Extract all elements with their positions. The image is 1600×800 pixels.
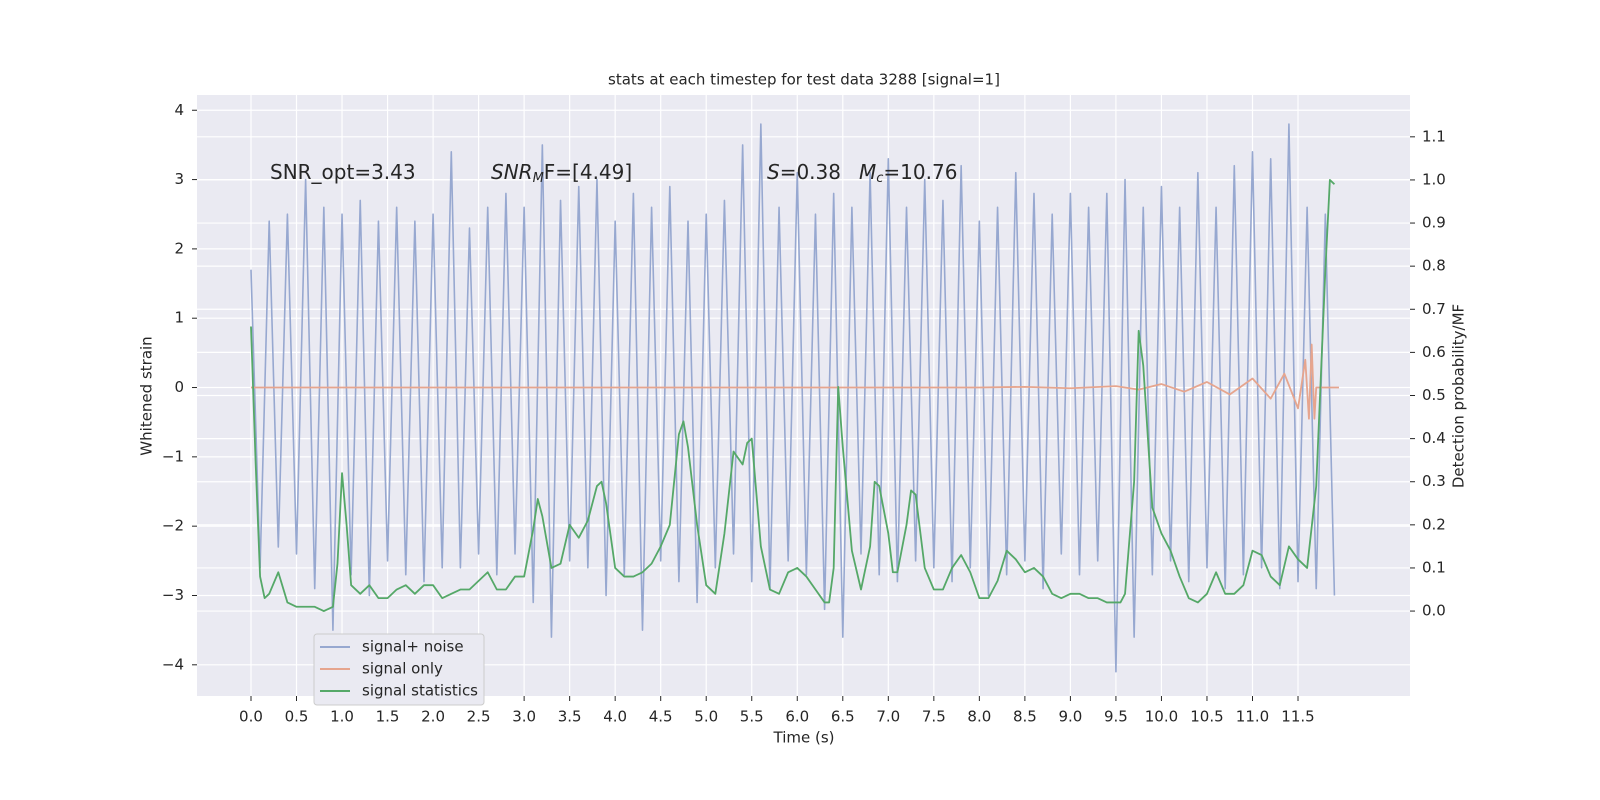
y2-tick-label: 0.8	[1422, 257, 1446, 275]
y2-tick-label: 0.6	[1422, 343, 1446, 361]
legend-label: signal statistics	[362, 682, 478, 700]
y2-tick-label: 0.4	[1422, 429, 1446, 447]
y2-tick-label: 1.0	[1422, 170, 1446, 188]
x-tick-label: 6.0	[785, 708, 809, 726]
x-tick-label: 9.0	[1058, 708, 1082, 726]
chart-title: stats at each timestep for test data 328…	[608, 71, 1000, 89]
annotation-sub: c	[876, 171, 883, 186]
x-tick-label: 11.5	[1281, 708, 1314, 726]
x-tick-label: 6.5	[831, 708, 855, 726]
annotation-text: M	[859, 160, 876, 184]
annotation-sub: M	[533, 171, 544, 186]
y2-tick-label: 0.3	[1422, 472, 1446, 490]
legend-label: signal only	[362, 660, 443, 678]
x-tick-label: 4.5	[649, 708, 673, 726]
annotation-rest: =10.76	[883, 160, 957, 184]
annotation-text: S	[767, 160, 780, 184]
y-tick-label: 3	[174, 170, 184, 188]
annotation-rest: F=[4.49]	[544, 160, 632, 184]
x-tick-label: 0.0	[239, 708, 263, 726]
x-tick-label: 10.0	[1145, 708, 1178, 726]
y2-tick-label: 1.1	[1422, 127, 1446, 145]
y-tick-label: −3	[162, 586, 184, 604]
annotation: S=0.38	[767, 160, 841, 184]
x-tick-label: 8.5	[1013, 708, 1037, 726]
annotation: Mc=10.76	[859, 160, 957, 186]
x-tick-label: 8.0	[967, 708, 991, 726]
annotation-text: SNR	[491, 160, 533, 184]
annotation-rest: =0.38	[780, 160, 841, 184]
y2-tick-label: 0.5	[1422, 386, 1446, 404]
legend: signal+ noise signal only signal statistic…	[313, 633, 485, 706]
x-tick-label: 11.0	[1236, 708, 1269, 726]
series-line	[250, 343, 1339, 420]
legend-box	[313, 633, 485, 706]
x-tick-label: 0.5	[285, 708, 309, 726]
x-tick-label: 2.5	[467, 708, 491, 726]
x-tick-label: 3.0	[512, 708, 536, 726]
y2-axis-label: Detection probability/MF	[1450, 304, 1468, 488]
x-tick-label: 7.5	[922, 708, 946, 726]
annotation: SNRMF=[4.49]	[491, 160, 632, 186]
x-tick-label: 7.0	[876, 708, 900, 726]
x-tick-label: 5.0	[694, 708, 718, 726]
annotation-text: SNR_opt=3.43	[270, 160, 416, 184]
y-tick-label: −1	[162, 447, 184, 465]
y-tick-label: 2	[174, 239, 184, 257]
y-tick-label: 4	[174, 101, 184, 119]
y-tick-label: −4	[162, 655, 184, 673]
y-tick-label: −2	[162, 517, 184, 535]
x-axis-label: Time (s)	[773, 729, 835, 747]
y2-tick-label: 0.1	[1422, 558, 1446, 576]
legend-label: signal+ noise	[362, 638, 464, 656]
x-tick-label: 1.5	[376, 708, 400, 726]
x-tick-label: 3.5	[558, 708, 582, 726]
y2-tick-label: 0.2	[1422, 515, 1446, 533]
x-tick-label: 5.5	[740, 708, 764, 726]
annotation: SNR_opt=3.43	[270, 160, 416, 184]
y2-tick-label: 0.0	[1422, 602, 1446, 620]
x-tick-label: 4.0	[603, 708, 627, 726]
x-tick-label: 9.5	[1104, 708, 1128, 726]
x-tick-label: 10.5	[1190, 708, 1223, 726]
y-axis-label: Whitened strain	[138, 336, 156, 455]
x-tick-label: 2.0	[421, 708, 445, 726]
y2-tick-label: 0.7	[1422, 300, 1446, 318]
y-tick-label: 1	[174, 309, 184, 327]
y-tick-label: 0	[174, 378, 184, 396]
series-line	[250, 179, 1336, 612]
y2-tick-label: 0.9	[1422, 214, 1446, 232]
x-tick-label: 1.0	[330, 708, 354, 726]
